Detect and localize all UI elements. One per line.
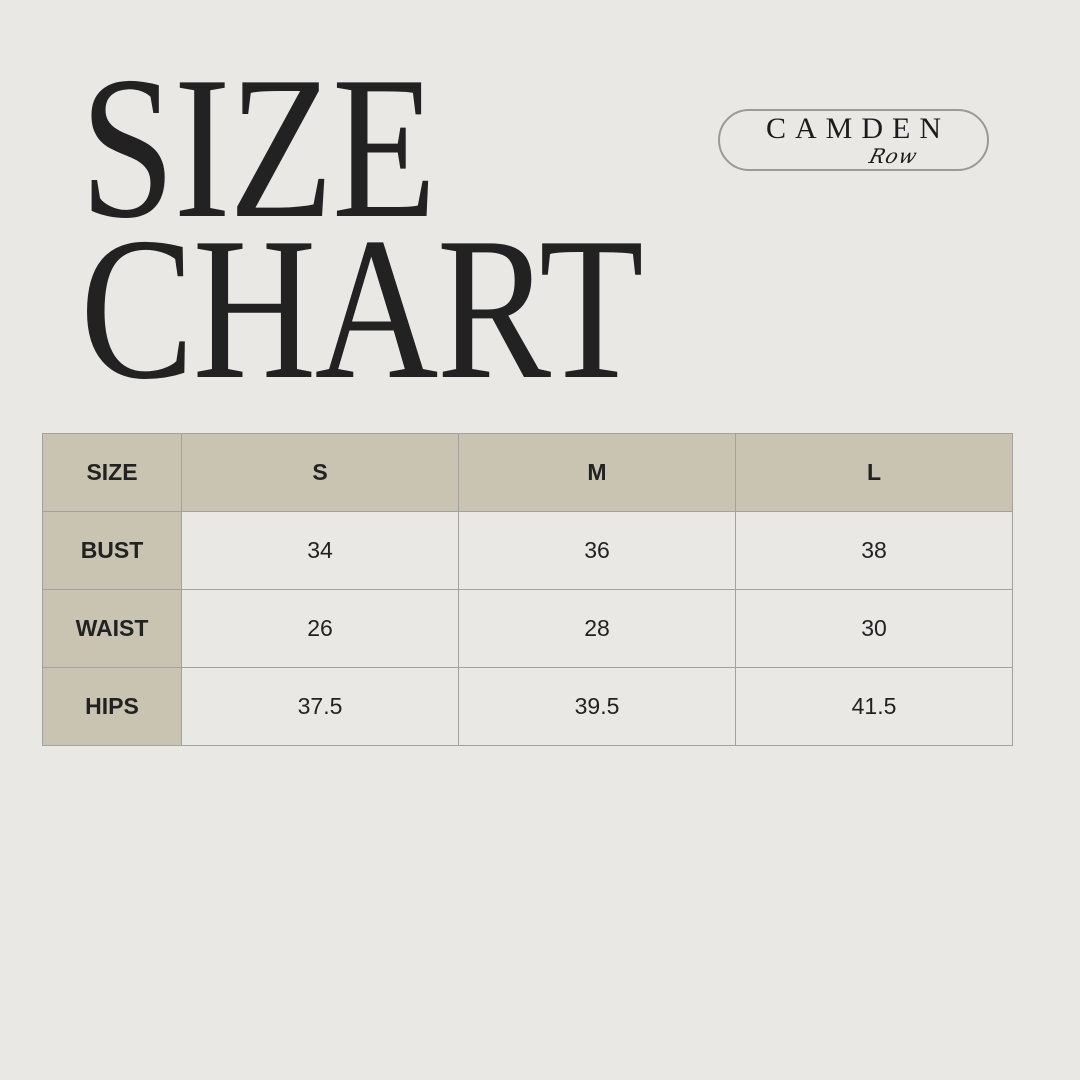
table-header-row: SIZE S M L — [42, 433, 1013, 512]
row-label: WAIST — [42, 589, 182, 668]
header-cell: L — [735, 433, 1013, 512]
table-cell: 34 — [181, 511, 459, 590]
table-cell: 37.5 — [181, 667, 459, 746]
size-table: SIZE S M L BUST 34 36 38 WAIST 26 28 30 … — [42, 433, 1013, 746]
table-row: BUST 34 36 38 — [42, 511, 1013, 590]
table-cell: 38 — [735, 511, 1013, 590]
table-cell: 41.5 — [735, 667, 1013, 746]
table-cell: 36 — [458, 511, 736, 590]
table-cell: 39.5 — [458, 667, 736, 746]
table-row: WAIST 26 28 30 — [42, 589, 1013, 668]
header-cell: M — [458, 433, 736, 512]
table-cell: 30 — [735, 589, 1013, 668]
table-row: HIPS 37.5 39.5 41.5 — [42, 667, 1013, 746]
header-cell: SIZE — [42, 433, 182, 512]
logo-script: Row — [866, 144, 921, 168]
header-cell: S — [181, 433, 459, 512]
title-line-2: CHART — [80, 196, 644, 422]
row-label: HIPS — [42, 667, 182, 746]
title-line-1: SIZE — [80, 35, 437, 261]
row-label: BUST — [42, 511, 182, 590]
brand-logo: CAMDEN Row — [718, 109, 989, 171]
table-cell: 28 — [458, 589, 736, 668]
table-cell: 26 — [181, 589, 459, 668]
logo-wordmark: CAMDEN — [765, 112, 950, 145]
